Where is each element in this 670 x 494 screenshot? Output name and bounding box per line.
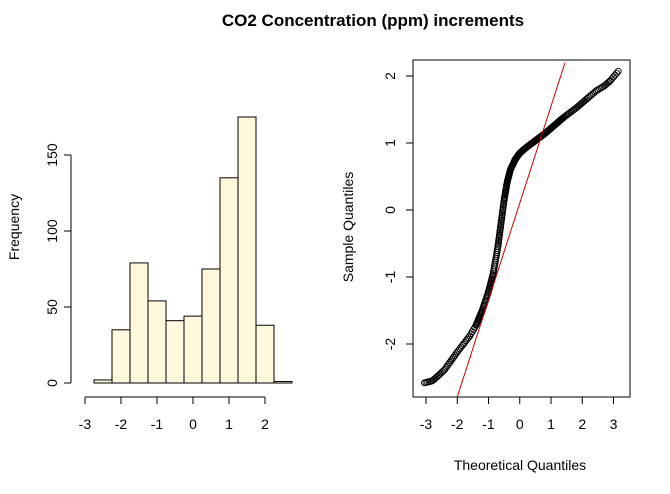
qq-point (437, 369, 445, 377)
qq-point (436, 370, 444, 378)
qq-x-tick-label: 0 (516, 416, 524, 432)
histogram-panel: -3 -2 -1 0 1 2 0 50 100 150 Frequency (6, 116, 293, 432)
histogram-y-axis: 0 50 100 150 (44, 143, 72, 387)
qq-x-tick-label: -1 (482, 416, 495, 432)
qq-point (441, 366, 449, 373)
histogram-x-tick-label: 2 (261, 416, 269, 432)
histogram-bar (129, 262, 149, 384)
qq-x-label: Theoretical Quantiles (454, 457, 586, 473)
qq-point (611, 71, 619, 79)
qq-y-tick-label: -2 (382, 338, 398, 351)
qq-y-tick-label: 1 (382, 139, 398, 147)
qq-plot-frame (412, 59, 631, 398)
histogram-x-tick-label: -1 (151, 416, 164, 432)
qq-point (435, 372, 442, 379)
histogram-bar (111, 329, 131, 384)
histogram-x-tick-label: 0 (189, 416, 197, 432)
qq-points (420, 67, 622, 387)
qq-x-tick-label: 1 (547, 416, 555, 432)
qq-x-tick-label: 3 (610, 416, 618, 432)
histogram-x-axis: -3 -2 -1 0 1 2 (79, 396, 269, 432)
qq-point (445, 360, 452, 368)
histogram-x-tick-label: -3 (79, 416, 92, 432)
histogram-bar (183, 315, 203, 384)
qq-point (446, 359, 454, 366)
qq-reference-line (456, 62, 566, 398)
qq-x-axis: -3 -2 -1 0 1 2 3 (420, 396, 618, 432)
qq-x-tick-label: -2 (451, 416, 464, 432)
histogram-bar (219, 177, 239, 384)
qq-y-tick-label: -1 (382, 271, 398, 284)
qq-point (447, 357, 455, 365)
histogram-bar (201, 268, 221, 384)
histogram-bar (165, 320, 185, 384)
qq-point (438, 368, 446, 376)
qq-point (450, 353, 457, 361)
histogram-bar (255, 324, 275, 384)
histogram-bar (93, 379, 113, 384)
histogram-x-tick-label: -2 (115, 416, 128, 432)
histogram-y-tick-label: 0 (44, 379, 60, 387)
histogram-bars (93, 116, 293, 384)
qq-panel: -3 -2 -1 0 1 2 3 -2 -1 0 1 2 Theoretical Quantiles… (340, 59, 631, 473)
qq-point (451, 352, 459, 359)
qq-y-axis: -2 -1 0 1 2 (382, 72, 413, 350)
histogram-y-tick-label: 150 (44, 143, 60, 167)
histogram-bar (147, 300, 167, 384)
qq-point (442, 364, 450, 372)
histogram-y-label: Frequency (6, 194, 22, 260)
histogram-y-tick-label: 50 (44, 299, 60, 315)
qq-point (448, 355, 456, 363)
histogram-bar (273, 380, 293, 384)
qq-x-tick-label: 2 (578, 416, 586, 432)
qq-y-tick-label: 2 (382, 72, 398, 80)
qq-y-label: Sample Quantiles (340, 172, 356, 283)
histogram-x-tick-label: 1 (225, 416, 233, 432)
qq-point (613, 69, 621, 77)
qq-point (614, 67, 622, 75)
figure-title: CO2 Concentration (ppm) increments (222, 11, 524, 30)
qq-y-tick-label: 0 (382, 206, 398, 214)
histogram-bar (237, 116, 257, 384)
histogram-y-tick-label: 100 (44, 219, 60, 243)
qq-x-tick-label: -3 (420, 416, 433, 432)
qq-point (610, 73, 617, 81)
qq-point (443, 362, 451, 370)
